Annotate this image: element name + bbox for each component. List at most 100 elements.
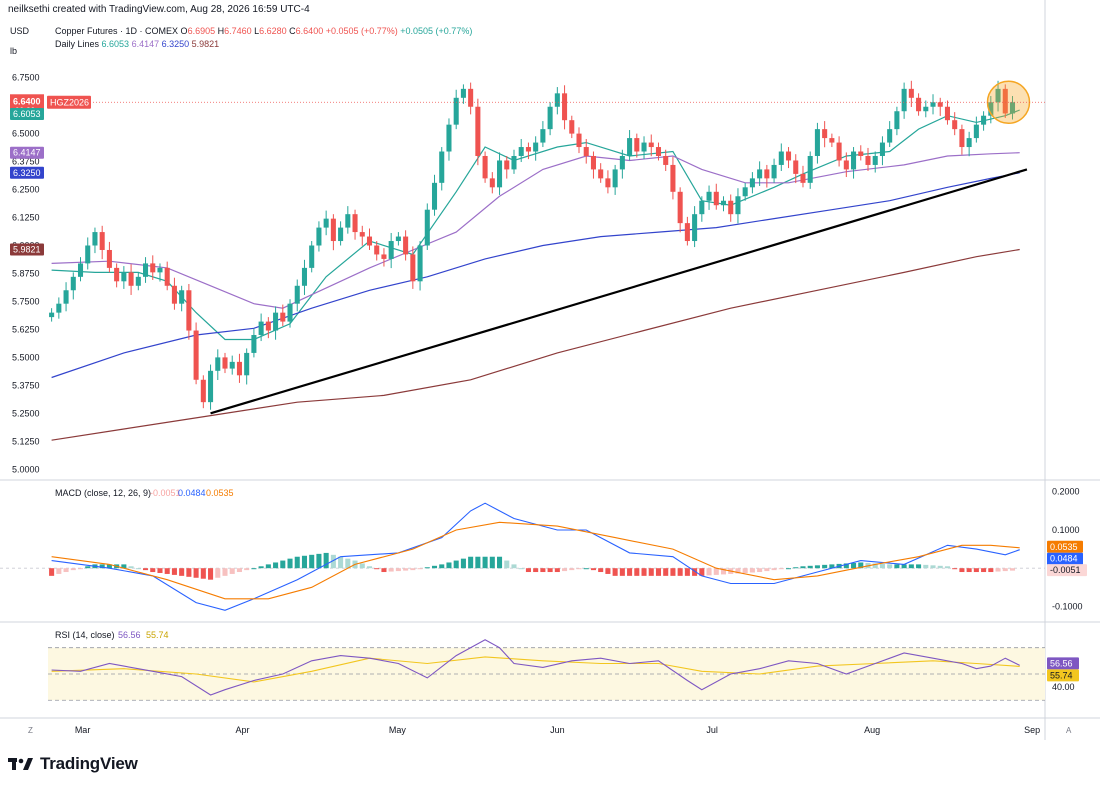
macd-histogram-bar [99, 564, 105, 569]
candle-body [916, 97, 922, 112]
macd-histogram-bar [511, 564, 517, 569]
macd-histogram-bar [417, 568, 423, 570]
candle-body [944, 106, 950, 121]
macd-histogram-bar [453, 560, 459, 569]
time-tick-label: Jul [706, 725, 718, 735]
time-tick-label: Sep [1024, 725, 1040, 735]
candle-body [677, 191, 683, 224]
macd-hist-badge-bg [1047, 564, 1087, 577]
candle-body [1009, 102, 1016, 114]
unit-label[interactable]: lb [10, 46, 18, 56]
candle-body [648, 142, 654, 148]
candle-body [309, 245, 315, 268]
candle-body [504, 160, 510, 170]
legend-lines-name: Daily Lines [55, 39, 102, 49]
zoom-icon: Z [28, 726, 33, 735]
candle-body [858, 151, 864, 156]
brand[interactable]: TradingView [8, 754, 138, 774]
macd-histogram-bar [583, 568, 589, 570]
macd-histogram-bar [569, 568, 575, 571]
macd-histogram-bar [851, 562, 857, 569]
macd-histogram-bar [222, 568, 228, 576]
macd-histogram-bar [251, 568, 257, 570]
macd-histogram-bar [547, 568, 553, 573]
rsi-badge: 56.56 [1050, 658, 1073, 668]
macd-histogram-bar [634, 568, 640, 576]
candle-body [135, 276, 141, 286]
macd-histogram-bar [843, 563, 849, 569]
macd-histogram-bar [439, 564, 445, 569]
macd-histogram-bar [468, 556, 474, 569]
macd-histogram-bar [135, 568, 141, 570]
macd-histogram-bar [937, 565, 943, 569]
time-tick-label: Mar [75, 725, 91, 735]
macd-histogram-bar [63, 568, 69, 573]
macd-histogram-bar [77, 568, 84, 570]
candle-body [981, 115, 987, 125]
rsi-badge-bg [1047, 657, 1079, 670]
candle-body [966, 138, 972, 148]
rsi-label: RSI (14, close) [55, 630, 115, 640]
last-price-value: 6.6400 [13, 96, 41, 106]
macd-tick-label: -0.1000 [1052, 601, 1083, 611]
candle-body [843, 160, 849, 170]
candle-body [359, 232, 365, 237]
ma-badge-10-bg [10, 108, 44, 121]
currency-label[interactable]: USD [10, 26, 30, 36]
legend-line-value: 6.6053 [102, 39, 132, 49]
auto-scale-icon: A [1066, 726, 1072, 735]
candle-body [316, 227, 322, 246]
candle-body [330, 218, 336, 242]
candle-body [106, 249, 112, 268]
macd-histogram-bar [612, 568, 618, 576]
candle-body [431, 182, 438, 210]
candle-body [728, 200, 734, 215]
candle-body [988, 102, 994, 116]
candle-body [851, 151, 857, 170]
macd-histogram-bar [894, 564, 900, 569]
macd-histogram-bar [793, 567, 799, 569]
candle-body [200, 379, 206, 403]
candle-body [193, 330, 199, 380]
candle-body [1002, 88, 1008, 114]
candle-body [699, 200, 705, 215]
macd-histogram-bar [395, 568, 401, 572]
macd-histogram-bar [655, 568, 662, 576]
macd-histogram-bar [785, 568, 792, 570]
macd-histogram-bar [908, 564, 914, 569]
candle-body [511, 155, 517, 170]
candle-body [179, 290, 185, 304]
candle-body [894, 111, 900, 130]
candle-body [251, 335, 257, 353]
candle-body [901, 88, 907, 112]
macd-tick-label: 0.1000 [1052, 525, 1080, 535]
candle-body [634, 138, 640, 152]
candle-body [468, 88, 474, 107]
legend-part-5: L [252, 26, 260, 36]
macd-histogram-bar [171, 568, 177, 575]
macd-histogram-bar [822, 564, 828, 569]
macd-histogram-bar [525, 568, 531, 573]
candle-body [460, 88, 466, 98]
price-tick-label: 6.1250 [12, 213, 40, 223]
candle-body [908, 88, 914, 98]
macd-histogram-bar [518, 568, 524, 570]
legend-line-value: 6.4147 [132, 39, 162, 49]
candle-body [785, 151, 792, 161]
candle-body [822, 129, 828, 139]
candle-body [381, 254, 387, 259]
candle-body [720, 200, 727, 206]
macd-histogram-bar [684, 568, 690, 576]
macd-histogram-bar [164, 568, 170, 574]
macd-histogram-bar [562, 568, 568, 572]
candle-body [778, 151, 784, 165]
candle-body [323, 218, 329, 228]
candle-body [742, 187, 748, 197]
candle-body [497, 160, 503, 188]
legend-line-value: 6.3250 [162, 39, 192, 49]
candlesticks [49, 80, 1016, 410]
macd-histogram-bar [388, 568, 394, 572]
candle-body [280, 312, 286, 322]
macd-histogram-bar [424, 567, 430, 569]
candle-body [684, 223, 690, 242]
